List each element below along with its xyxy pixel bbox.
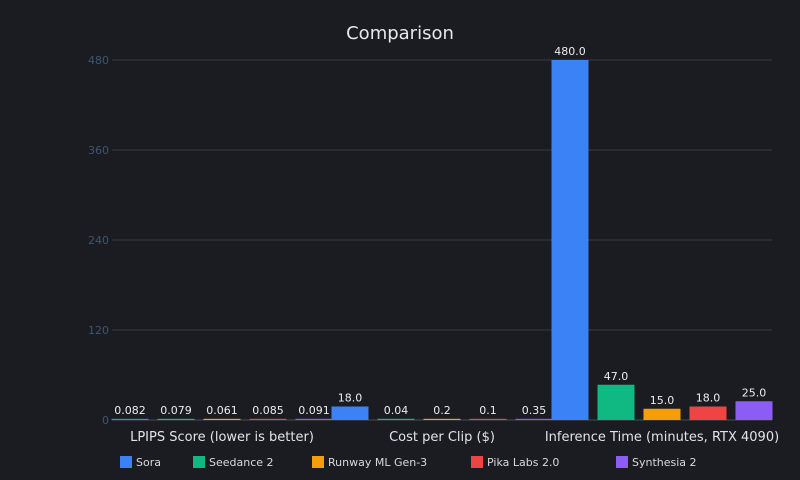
data-label: 18.0 xyxy=(696,392,721,405)
data-label: 0.079 xyxy=(160,404,192,417)
bar[interactable] xyxy=(249,418,287,420)
data-label: 0.2 xyxy=(433,404,451,417)
legend-item[interactable]: Sora xyxy=(120,456,161,469)
legend-label: Seedance 2 xyxy=(209,456,274,469)
legend-label: Sora xyxy=(136,456,161,469)
bar[interactable] xyxy=(111,418,149,420)
legend-swatch xyxy=(616,456,628,468)
legend-swatch xyxy=(312,456,324,468)
data-label: 25.0 xyxy=(742,386,767,399)
legend-swatch xyxy=(471,456,483,468)
legend-item[interactable]: Synthesia 2 xyxy=(616,456,697,469)
data-label: 47.0 xyxy=(604,370,629,383)
bar[interactable] xyxy=(377,418,415,420)
legend-item[interactable]: Pika Labs 2.0 xyxy=(471,456,559,469)
data-label-layer: 0.082 0.079 0.061 0.085 0.091 18.0 0.04 0.2 0.1 0… xyxy=(114,45,766,417)
y-tick-label: 0 xyxy=(102,414,109,427)
y-tick-label: 240 xyxy=(88,234,109,247)
bar[interactable] xyxy=(331,406,369,421)
bar[interactable] xyxy=(551,60,589,420)
x-tick-label: Cost per Clip ($) xyxy=(389,430,495,445)
bar-layer xyxy=(111,60,773,421)
legend[interactable]: Sora Seedance 2 Runway ML Gen-3 Pika Labs 2… xyxy=(120,456,697,469)
bar[interactable] xyxy=(643,408,681,420)
legend-swatch xyxy=(193,456,205,468)
grid-layer: 0 120 240 360 480 xyxy=(88,54,772,427)
bar[interactable] xyxy=(689,406,727,421)
data-label: 15.0 xyxy=(650,394,675,407)
legend-label: Runway ML Gen-3 xyxy=(328,456,427,469)
data-label: 0.085 xyxy=(252,404,284,417)
legend-label: Pika Labs 2.0 xyxy=(487,456,559,469)
y-tick-label: 120 xyxy=(88,324,109,337)
y-tick-label: 360 xyxy=(88,144,109,157)
x-tick-label: Inference Time (minutes, RTX 4090) xyxy=(545,430,779,445)
bar[interactable] xyxy=(597,384,635,420)
bar[interactable] xyxy=(157,418,195,420)
bar[interactable] xyxy=(295,418,333,420)
legend-item[interactable]: Seedance 2 xyxy=(193,456,274,469)
legend-swatch xyxy=(120,456,132,468)
data-label: 0.35 xyxy=(522,404,547,417)
bar[interactable] xyxy=(203,418,241,420)
bar[interactable] xyxy=(423,418,461,420)
x-axis: LPIPS Score (lower is better) Cost per Cl… xyxy=(130,430,779,445)
chart-title: Comparison xyxy=(346,23,454,44)
data-label: 0.061 xyxy=(206,404,238,417)
data-label: 0.082 xyxy=(114,404,146,417)
legend-label: Synthesia 2 xyxy=(632,456,697,469)
bar[interactable] xyxy=(515,418,553,420)
data-label: 0.091 xyxy=(298,404,330,417)
bar[interactable] xyxy=(735,401,773,420)
bar[interactable] xyxy=(469,418,507,420)
legend-item[interactable]: Runway ML Gen-3 xyxy=(312,456,427,469)
data-label: 0.04 xyxy=(384,404,409,417)
data-label: 18.0 xyxy=(338,392,363,405)
data-label: 480.0 xyxy=(554,45,586,58)
x-tick-label: LPIPS Score (lower is better) xyxy=(130,430,314,445)
y-tick-label: 480 xyxy=(88,54,109,67)
data-label: 0.1 xyxy=(479,404,497,417)
